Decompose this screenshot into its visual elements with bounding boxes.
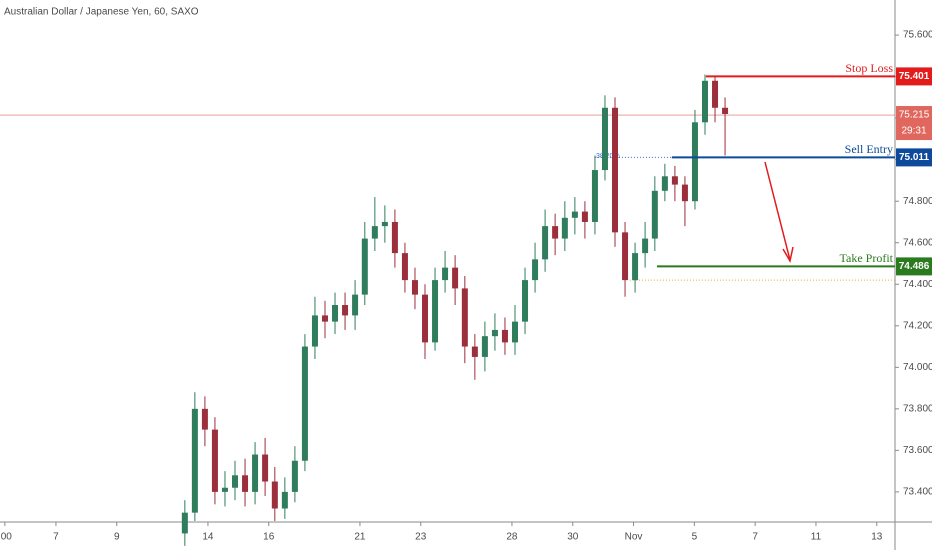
x-tick-label: Nov: [625, 532, 643, 543]
candle-body: [281, 491, 288, 509]
candle-body: [601, 107, 608, 171]
candle-body: [391, 221, 398, 254]
level-name: Sell Entry: [845, 142, 893, 156]
x-tick-label: 9: [114, 532, 120, 543]
candle-body: [581, 211, 588, 222]
price-tag: [896, 67, 932, 86]
level-name: Stop Loss: [845, 61, 893, 75]
candle-body: [561, 217, 568, 239]
x-tick-label: 7: [53, 532, 59, 543]
y-tick-label: 74.000: [903, 362, 932, 373]
candle-body: [701, 80, 708, 123]
y-tick-label: 74.200: [903, 320, 932, 331]
candle-body: [471, 346, 478, 357]
x-tick-label: :00: [0, 532, 12, 543]
candle-body: [522, 280, 529, 322]
candle-body: [642, 238, 649, 254]
x-tick-label: 11: [811, 532, 822, 543]
candle-body: [481, 336, 488, 357]
y-tick-label: 73.600: [903, 445, 932, 456]
x-tick-label: 13: [871, 532, 883, 543]
candle-body: [501, 329, 508, 343]
y-tick-label: 74.400: [903, 279, 932, 290]
x-tick-label: 7: [752, 532, 758, 543]
candle-body: [381, 221, 388, 227]
price-tag-label: 75.011: [899, 152, 929, 163]
candle-body: [401, 253, 408, 281]
candle-body: [211, 429, 218, 492]
candle-body: [532, 259, 539, 281]
candle-body: [291, 460, 298, 492]
candle-body: [321, 315, 328, 322]
target-arrow: [764, 161, 794, 264]
candle-body: [452, 267, 459, 289]
candle-body: [201, 408, 208, 430]
x-tick-label: 21: [354, 532, 366, 543]
level-name: Take Profit: [840, 251, 894, 265]
candle-body: [511, 321, 518, 343]
x-tick-label: 23: [415, 532, 427, 543]
candle-body: [422, 294, 429, 343]
candle-body: [411, 280, 418, 295]
price-tag: [896, 148, 932, 167]
candle-body: [661, 176, 668, 191]
price-tag-label: 75.215: [899, 110, 930, 121]
candle-body: [311, 315, 318, 347]
candle-body: [651, 190, 658, 239]
candle-body: [352, 294, 359, 316]
candle-body: [722, 107, 729, 114]
candle-body: [681, 184, 688, 202]
candle-body: [622, 232, 629, 281]
candle-body: [301, 346, 308, 461]
candle-body: [442, 267, 449, 281]
candle-body: [712, 80, 719, 108]
candle-body: [262, 454, 269, 482]
candle-body: [542, 226, 549, 260]
candle-body: [181, 512, 188, 534]
candle-body: [552, 226, 559, 239]
candle-body: [612, 107, 619, 233]
candle-body: [432, 280, 439, 343]
x-tick-label: 16: [263, 532, 275, 543]
candle-body: [332, 305, 339, 322]
candle-body: [461, 288, 468, 347]
candle-body: [242, 475, 249, 492]
price-tag-label: 74.486: [899, 261, 930, 272]
x-tick-label: 28: [506, 532, 518, 543]
candle-body: [271, 481, 278, 509]
candle-body: [632, 253, 639, 281]
price-tag: [896, 106, 932, 141]
countdown: 29:31: [901, 126, 926, 137]
candle-body: [231, 475, 238, 488]
x-tick-label: 30: [567, 532, 579, 543]
y-tick-label: 73.800: [903, 403, 932, 414]
price-tag: [896, 257, 932, 276]
candle-body: [252, 454, 259, 492]
candle-body: [221, 487, 228, 492]
chart-title: Australian Dollar / Japanese Yen, 60, SA…: [4, 7, 199, 18]
x-tick-label: 14: [202, 532, 214, 543]
y-tick-label: 75.600: [903, 30, 932, 41]
price-tag-label: 75.401: [899, 71, 930, 82]
candle-body: [191, 408, 198, 513]
candle-body: [571, 211, 578, 218]
y-tick-label: 74.600: [903, 237, 932, 248]
candle-body: [671, 176, 678, 185]
y-tick-label: 73.400: [903, 487, 932, 498]
candle-body: [342, 305, 349, 316]
y-tick-label: 74.800: [903, 196, 932, 207]
candle-body: [491, 329, 498, 337]
candle-body: [591, 170, 598, 222]
x-tick-label: 5: [692, 532, 698, 543]
candle-body: [361, 238, 368, 295]
candle-body: [691, 122, 698, 202]
candle-body: [371, 226, 378, 239]
